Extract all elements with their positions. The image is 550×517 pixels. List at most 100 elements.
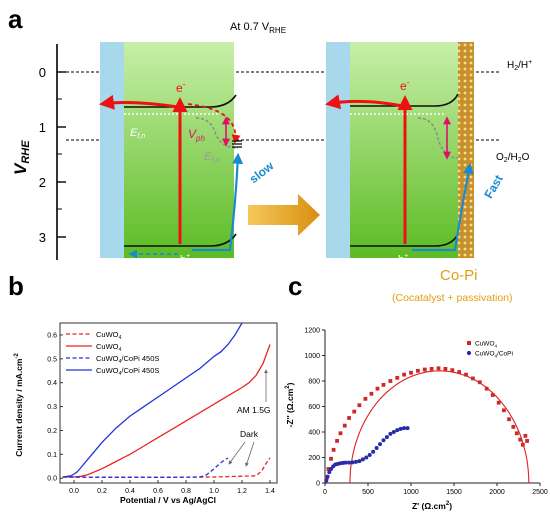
nyquist-point-0 bbox=[464, 372, 468, 377]
nyquist-point-0 bbox=[484, 386, 489, 391]
band-diagram-bare: Ef,n Ef,p e- Vph h+ slow bbox=[99, 42, 277, 266]
x-tick-label: 2500 bbox=[532, 489, 548, 496]
plot-b-frame bbox=[59, 322, 278, 484]
nyquist-point-0 bbox=[331, 447, 336, 452]
plot-b-xlabel: Potential / V vs Ag/AgCl bbox=[120, 495, 216, 505]
x-tick-label: 2000 bbox=[489, 489, 505, 496]
y-tick-label: 600 bbox=[308, 404, 320, 411]
plot-b-ylabel: Current density / mA.cm-2 bbox=[14, 353, 24, 457]
copi-layer bbox=[458, 42, 474, 258]
nyquist-point-0 bbox=[388, 379, 393, 383]
hole-transport-left bbox=[192, 152, 244, 252]
plot-c-ylabel: -Z'' (Ω.cm2) bbox=[285, 382, 295, 427]
x-tick-label: 1.2 bbox=[237, 488, 247, 495]
nyquist-point-1 bbox=[325, 474, 330, 479]
nyquist-point-0 bbox=[338, 431, 343, 436]
y-tick-1: 1 bbox=[39, 120, 46, 135]
nyquist-point-0 bbox=[507, 417, 511, 422]
copi-label: Co-Pi bbox=[440, 267, 478, 284]
nyquist-point-0 bbox=[496, 400, 501, 405]
legend-label: CuWO4/CoPi 450S bbox=[96, 366, 159, 377]
x-tick-label: 1000 bbox=[403, 489, 419, 496]
nyquist-point-0 bbox=[357, 403, 362, 408]
x-tick-label: 1.4 bbox=[265, 488, 275, 495]
valence-band-left bbox=[124, 233, 237, 247]
nyquist-point-0 bbox=[342, 423, 347, 428]
jv-series-line-2 bbox=[62, 457, 229, 478]
nyquist-point-1 bbox=[343, 460, 348, 465]
efp-label: Ef,p bbox=[204, 151, 219, 164]
y-tick-label: 200 bbox=[308, 455, 320, 462]
band-diagram-copi: e- h+ Fast Co-Pi (Cocatalyst + passivati… bbox=[325, 42, 513, 304]
nyquist-point-1 bbox=[374, 445, 379, 450]
nyquist-point-0 bbox=[514, 431, 519, 436]
light-annotation: AM 1.5G bbox=[237, 405, 271, 415]
nyquist-point-0 bbox=[471, 376, 475, 381]
electron-label-left: e- bbox=[176, 80, 186, 95]
nyquist-point-1 bbox=[388, 431, 393, 436]
panel-c-label: c bbox=[288, 271, 302, 301]
nyquist-point-1 bbox=[381, 438, 386, 443]
x-tick-label: 1.0 bbox=[209, 488, 219, 495]
electron-transport-left bbox=[99, 94, 179, 110]
h2-level-label: H2/H+ bbox=[507, 59, 532, 72]
y-tick-3: 3 bbox=[39, 230, 46, 245]
vph-label: Vph bbox=[188, 127, 205, 143]
fast-label: Fast bbox=[481, 173, 505, 201]
nyquist-point-1 bbox=[398, 426, 403, 431]
y-axis-label: VRHE bbox=[11, 140, 32, 175]
x-tick-label: 0.8 bbox=[181, 488, 191, 495]
nyquist-point-0 bbox=[415, 368, 420, 373]
nyquist-point-0 bbox=[520, 442, 525, 447]
panel-a: a At 0.7 VRHE 0 1 2 3 VRHE H2/H+ O2/H2O bbox=[8, 4, 532, 304]
vrhe-axis: 0 1 2 3 VRHE bbox=[11, 44, 66, 260]
jv-series-line-3 bbox=[62, 322, 243, 478]
hole-label-left: h+ bbox=[180, 253, 190, 266]
nyquist-point-1 bbox=[367, 452, 372, 457]
x-tick-label: 500 bbox=[362, 489, 374, 496]
dark-annotation: Dark bbox=[240, 429, 259, 439]
legend-label: CuWO4 bbox=[96, 342, 122, 353]
nyquist-point-0 bbox=[436, 366, 441, 371]
nyquist-point-0 bbox=[395, 375, 400, 380]
hole-transport-right bbox=[412, 162, 474, 252]
panel-b-label: b bbox=[8, 271, 24, 301]
legend-label: CuWO4/CoPi 450S bbox=[96, 354, 159, 365]
panel-b: b 0.0 0.2 0.4 0.6 0.8 1.0 1.2 1.4 0.0 0.1 0.2 0.3 0.… bbox=[8, 271, 278, 505]
nyquist-point-0 bbox=[450, 368, 455, 373]
nyquist-point-0 bbox=[381, 382, 386, 387]
nyquist-point-0 bbox=[490, 393, 495, 397]
jv-series-line-1 bbox=[62, 344, 271, 478]
nyquist-point-1 bbox=[353, 459, 358, 464]
legend-label: CuWO4 bbox=[475, 341, 498, 349]
nyquist-point-0 bbox=[422, 367, 427, 372]
legend-label: CuWO4 bbox=[96, 330, 122, 341]
legend-marker bbox=[467, 341, 471, 345]
back-contact-left bbox=[100, 42, 124, 258]
dark-arrow-2 bbox=[245, 441, 255, 467]
hole-label-right: h+ bbox=[398, 253, 408, 266]
nyquist-point-1 bbox=[350, 460, 355, 465]
y-tick-label: 400 bbox=[308, 430, 320, 437]
nyquist-point-1 bbox=[357, 459, 362, 464]
panel-a-label: a bbox=[8, 4, 23, 34]
plot-c-xlabel: Z' (Ω.cm2) bbox=[412, 501, 452, 511]
nyquist-point-0 bbox=[429, 366, 434, 371]
surface-states-icon bbox=[232, 140, 242, 148]
nyquist-point-0 bbox=[402, 372, 407, 377]
nyquist-point-1 bbox=[364, 455, 369, 460]
nyquist-point-1 bbox=[405, 426, 410, 431]
nyquist-point-0 bbox=[518, 437, 523, 442]
nyquist-point-1 bbox=[371, 449, 376, 454]
y-tick-label: 0.0 bbox=[47, 476, 57, 483]
nyquist-point-0 bbox=[329, 456, 333, 461]
conduction-band-right bbox=[350, 93, 459, 107]
y-tick-label: 0.6 bbox=[47, 332, 57, 339]
x-tick-label: 1500 bbox=[446, 489, 462, 496]
nyquist-point-1 bbox=[384, 435, 389, 440]
y-tick-label: 0.5 bbox=[47, 356, 57, 363]
y-tick-label: 0.2 bbox=[47, 428, 57, 435]
panel-c: c 0 500 1000 1500 2000 2500 0 200 400 600 800 1000 1… bbox=[285, 271, 548, 511]
nyquist-point-0 bbox=[369, 391, 374, 396]
back-contact-right bbox=[326, 42, 350, 258]
